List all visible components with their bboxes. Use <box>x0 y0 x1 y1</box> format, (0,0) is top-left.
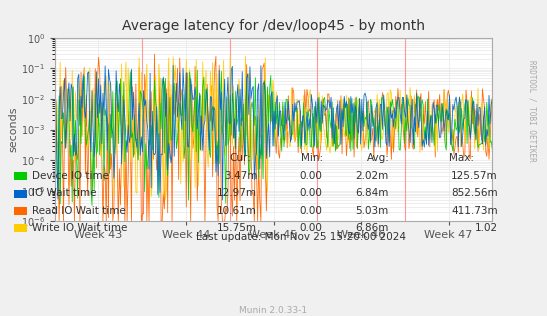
Text: 10.61m: 10.61m <box>217 206 257 216</box>
Text: 15.75m: 15.75m <box>217 223 257 233</box>
Text: 6.86m: 6.86m <box>355 223 388 233</box>
Text: 12.97m: 12.97m <box>217 188 257 198</box>
Text: 0.00: 0.00 <box>300 171 323 181</box>
Text: Write IO Wait time: Write IO Wait time <box>32 223 127 233</box>
Text: 0.00: 0.00 <box>300 223 323 233</box>
Text: 1.02: 1.02 <box>475 223 498 233</box>
Text: Last update: Mon Nov 25 15:20:00 2024: Last update: Mon Nov 25 15:20:00 2024 <box>196 232 406 242</box>
Text: 6.84m: 6.84m <box>355 188 388 198</box>
Y-axis label: seconds: seconds <box>8 107 18 152</box>
Text: Avg:: Avg: <box>366 153 389 163</box>
Text: 3.47m: 3.47m <box>224 171 257 181</box>
Text: 852.56m: 852.56m <box>451 188 498 198</box>
Text: IO Wait time: IO Wait time <box>32 188 96 198</box>
Text: Max:: Max: <box>449 153 474 163</box>
Text: Device IO time: Device IO time <box>32 171 109 181</box>
Text: 0.00: 0.00 <box>300 206 323 216</box>
Text: Min:: Min: <box>301 153 323 163</box>
Text: 2.02m: 2.02m <box>355 171 388 181</box>
Text: 125.57m: 125.57m <box>451 171 498 181</box>
Text: 411.73m: 411.73m <box>451 206 498 216</box>
Text: Average latency for /dev/loop45 - by month: Average latency for /dev/loop45 - by mon… <box>122 19 425 33</box>
Text: 0.00: 0.00 <box>300 188 323 198</box>
Text: Cur:: Cur: <box>230 153 252 163</box>
Text: 5.03m: 5.03m <box>355 206 388 216</box>
Text: RRDTOOL / TOBI OETIKER: RRDTOOL / TOBI OETIKER <box>527 60 536 161</box>
Text: Munin 2.0.33-1: Munin 2.0.33-1 <box>240 306 307 315</box>
Text: Read IO Wait time: Read IO Wait time <box>32 206 125 216</box>
